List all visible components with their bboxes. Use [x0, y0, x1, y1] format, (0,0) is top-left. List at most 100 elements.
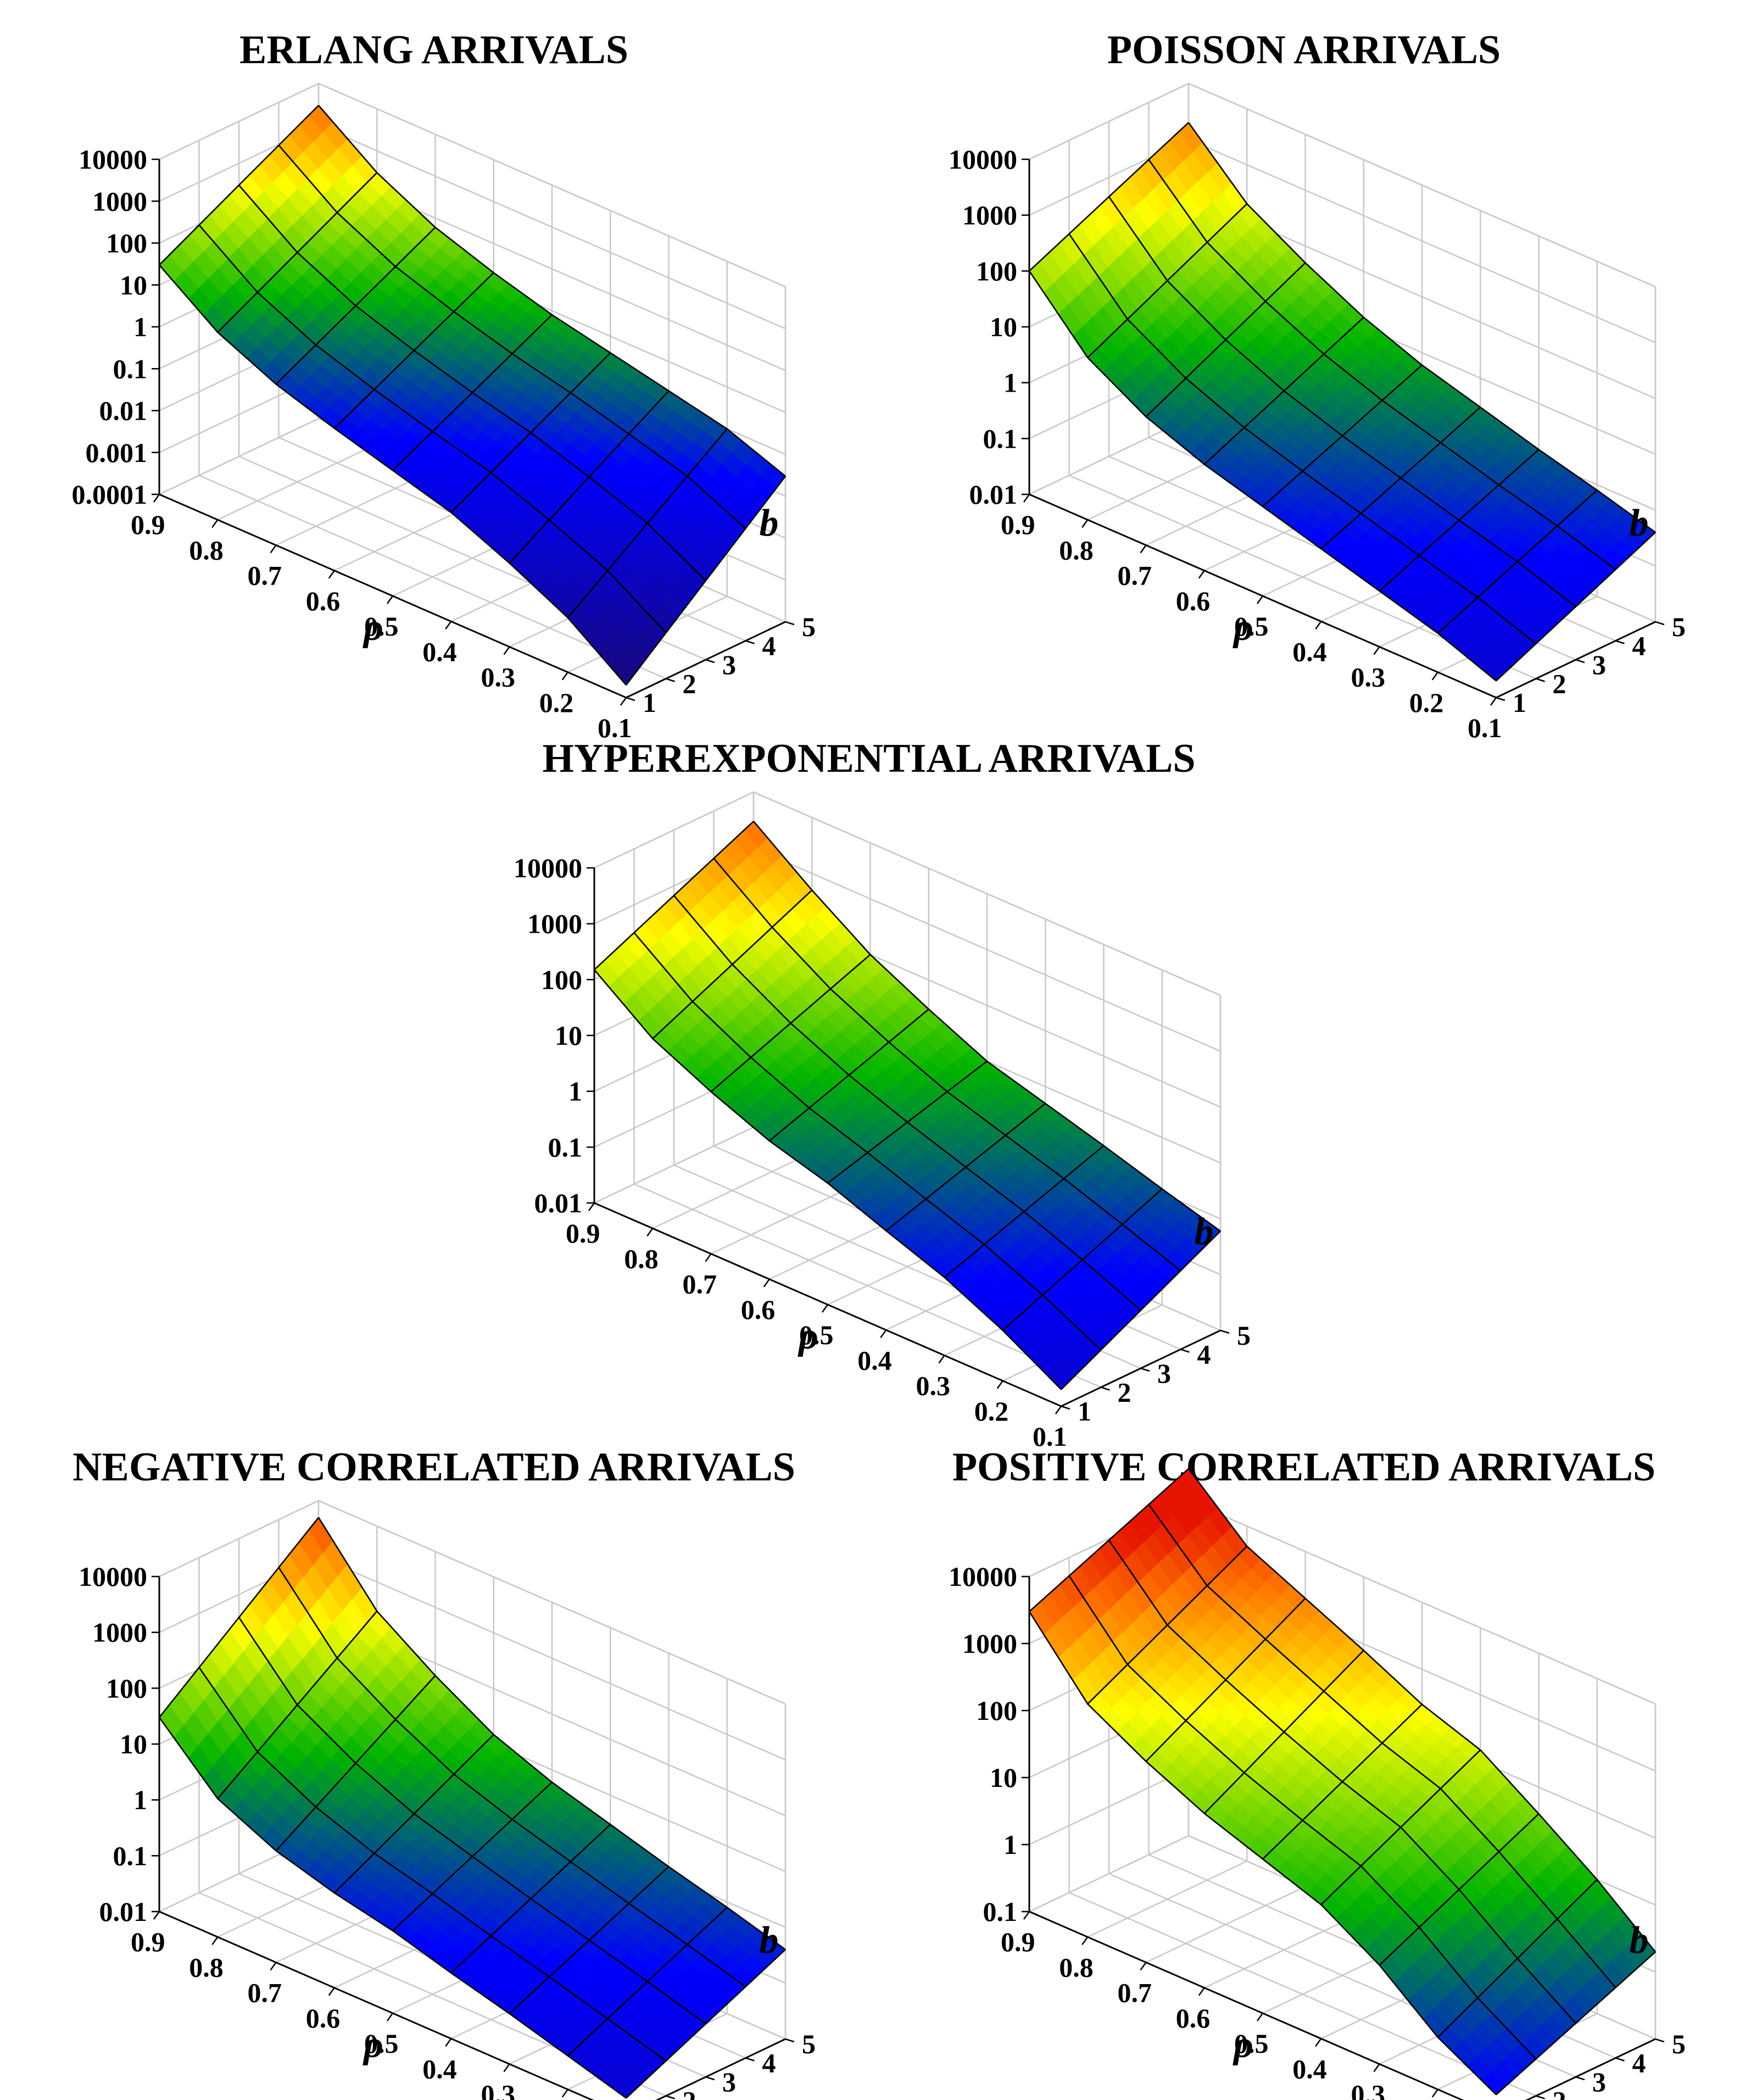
rho-tick-label: 0.7 [248, 1978, 282, 2008]
surface-mesh [1028, 1468, 1657, 2096]
rho-axis-ticks: 0.90.80.70.60.50.40.30.20.1 [1001, 494, 1502, 743]
z-tick-label: 0.1 [983, 423, 1018, 454]
rho-tick-label: 0.8 [1059, 534, 1094, 565]
mesh-line-b [238, 1617, 706, 2025]
z-tick-label: 100 [976, 255, 1017, 286]
rho-axis-label: ρ [362, 606, 383, 649]
mesh-line-b [713, 857, 1181, 1272]
z-tick-label: 1 [1003, 1829, 1017, 1860]
rho-tick-label: 0.6 [1176, 586, 1211, 616]
surface-mesh [1028, 122, 1656, 682]
z-tick-label: 0.0001 [72, 479, 148, 510]
z-tick-label: 1 [568, 1076, 582, 1107]
b-tick-label: 5 [1672, 2029, 1686, 2059]
rho-tick-label: 0.4 [1292, 2053, 1327, 2084]
b-tick-label: 1 [643, 687, 656, 718]
rho-tick-label: 0.3 [1351, 2079, 1386, 2100]
b-tick-label: 1 [1078, 1396, 1091, 1427]
rho-axis-ticks: 0.90.80.70.60.50.40.30.20.1 [131, 494, 632, 743]
rho-tick-label: 0.6 [306, 2003, 341, 2034]
z-tick-label: 10000 [949, 1561, 1017, 1592]
z-axis-ticks: 0.1 1 10 100 1000 10000 [949, 1561, 1029, 1927]
rho-tick-label: 0.2 [974, 1396, 1009, 1427]
z-tick-label: 10 [990, 1762, 1017, 1793]
b-tick-label: 4 [1632, 631, 1646, 661]
mesh-line-b [238, 185, 706, 581]
z-tick-label: 1000 [527, 909, 582, 939]
mesh-line-b [673, 895, 1141, 1311]
mesh-line-b [317, 1517, 786, 1951]
z-tick-label: 0.01 [534, 1188, 583, 1218]
rho-axis-ticks: 0.90.80.70.60.50.40.30.20.1 [1001, 1911, 1438, 2100]
z-tick-label: 0.01 [99, 396, 148, 426]
z-tick-label: 1000 [962, 200, 1017, 231]
z-tick-label: 1 [133, 1785, 147, 1815]
rho-tick-label: 0.3 [916, 1371, 951, 1401]
z-tick-label: 0.1 [113, 1840, 148, 1871]
b-tick-label: 2 [1553, 2086, 1566, 2100]
mesh-line-b [633, 932, 1102, 1351]
chart-title: POSITIVE CORRELATED ARRIVALS [952, 1445, 1655, 1490]
b-tick-label: 3 [1592, 2066, 1606, 2097]
mesh-line-b [1187, 1468, 1657, 1953]
b-axis-label: b [1630, 502, 1649, 544]
b-tick-label: 2 [683, 2086, 696, 2100]
chart-panel-positive-correlated: POSITIVE CORRELATED ARRIVALS 0.1 1 10 100 100… [870, 1417, 1740, 2100]
rho-tick-label: 0.5 [364, 611, 399, 642]
b-tick-label: 3 [722, 649, 736, 680]
z-tick-label: 0.1 [548, 1132, 583, 1162]
b-tick-label: 2 [1118, 1377, 1131, 1408]
b-tick-label: 4 [762, 631, 776, 661]
chart-panel-negative-correlated: NEGATIVE CORRELATED ARRIVALS 0.01 0.1 1 10 10… [0, 1417, 870, 2100]
rho-tick-label: 0.2 [539, 687, 574, 718]
z-tick-label: 1000 [92, 1617, 147, 1648]
z-tick-label: 1000 [962, 1628, 1017, 1659]
rho-tick-label: 0.5 [364, 2028, 399, 2059]
rho-axis-ticks: 0.90.80.70.60.50.40.30.20.1 [566, 1202, 1067, 1452]
mesh-line-b [318, 105, 786, 477]
mesh-line-b [278, 1567, 746, 1987]
z-tick-label: 100 [976, 1695, 1017, 1726]
rho-tick-label: 0.8 [189, 534, 224, 565]
z-tick-label: 100 [106, 228, 147, 259]
mesh-line-b [1187, 122, 1656, 533]
rho-axis-ticks: 0.90.80.70.60.50.40.30.20.1 [131, 1911, 568, 2100]
mesh-line-b [1028, 1611, 1497, 2096]
z-axis-ticks: 0.01 0.1 1 10 100 1000 10000 [949, 144, 1029, 510]
rho-axis-label: ρ [362, 2024, 383, 2066]
z-tick-label: 10 [120, 1729, 147, 1759]
b-tick-label: 3 [1157, 1358, 1171, 1389]
rho-tick-label: 0.7 [248, 560, 282, 591]
chart-panel-poisson: POISSON ARRIVALS 0.01 0.1 1 10 100 1000 10000 0.… [870, 0, 1740, 743]
z-tick-label: 0.001 [86, 437, 148, 468]
b-tick-label: 5 [802, 2029, 816, 2059]
z-tick-label: 10 [990, 311, 1017, 342]
surface [159, 105, 786, 686]
rho-tick-label: 0.8 [624, 1243, 659, 1274]
b-axis-label: b [760, 1919, 779, 1962]
surface-mesh [158, 1517, 786, 2099]
rho-tick-label: 0.6 [306, 586, 341, 616]
mesh-line-b [1028, 270, 1497, 682]
rho-tick-label: 0.4 [857, 1345, 892, 1375]
rho-tick-label: 0.3 [481, 2079, 516, 2100]
rho-tick-label: 0.1 [1468, 712, 1502, 743]
b-axis-label: b [1195, 1211, 1214, 1253]
z-tick-label: 0.1 [113, 353, 148, 384]
mesh-line-b [1148, 159, 1616, 570]
rho-tick-label: 0.1 [1033, 1421, 1067, 1452]
rho-tick-label: 0.7 [1118, 1978, 1152, 2008]
rho-tick-label: 0.5 [799, 1319, 834, 1350]
chart-panel-erlang: ERLANG ARRIVALS 0.0001 0.001 0.01 0.1 1 10 100 1… [0, 0, 870, 743]
b-tick-label: 4 [762, 2048, 776, 2079]
b-tick-label: 3 [722, 2066, 736, 2097]
mesh-line-b [753, 821, 1221, 1232]
mesh-line-b [198, 224, 667, 633]
chart-title: POISSON ARRIVALS [1107, 27, 1501, 73]
z-tick-label: 10 [120, 270, 147, 300]
rho-tick-label: 0.9 [1001, 509, 1035, 540]
z-tick-label: 1 [133, 311, 147, 342]
